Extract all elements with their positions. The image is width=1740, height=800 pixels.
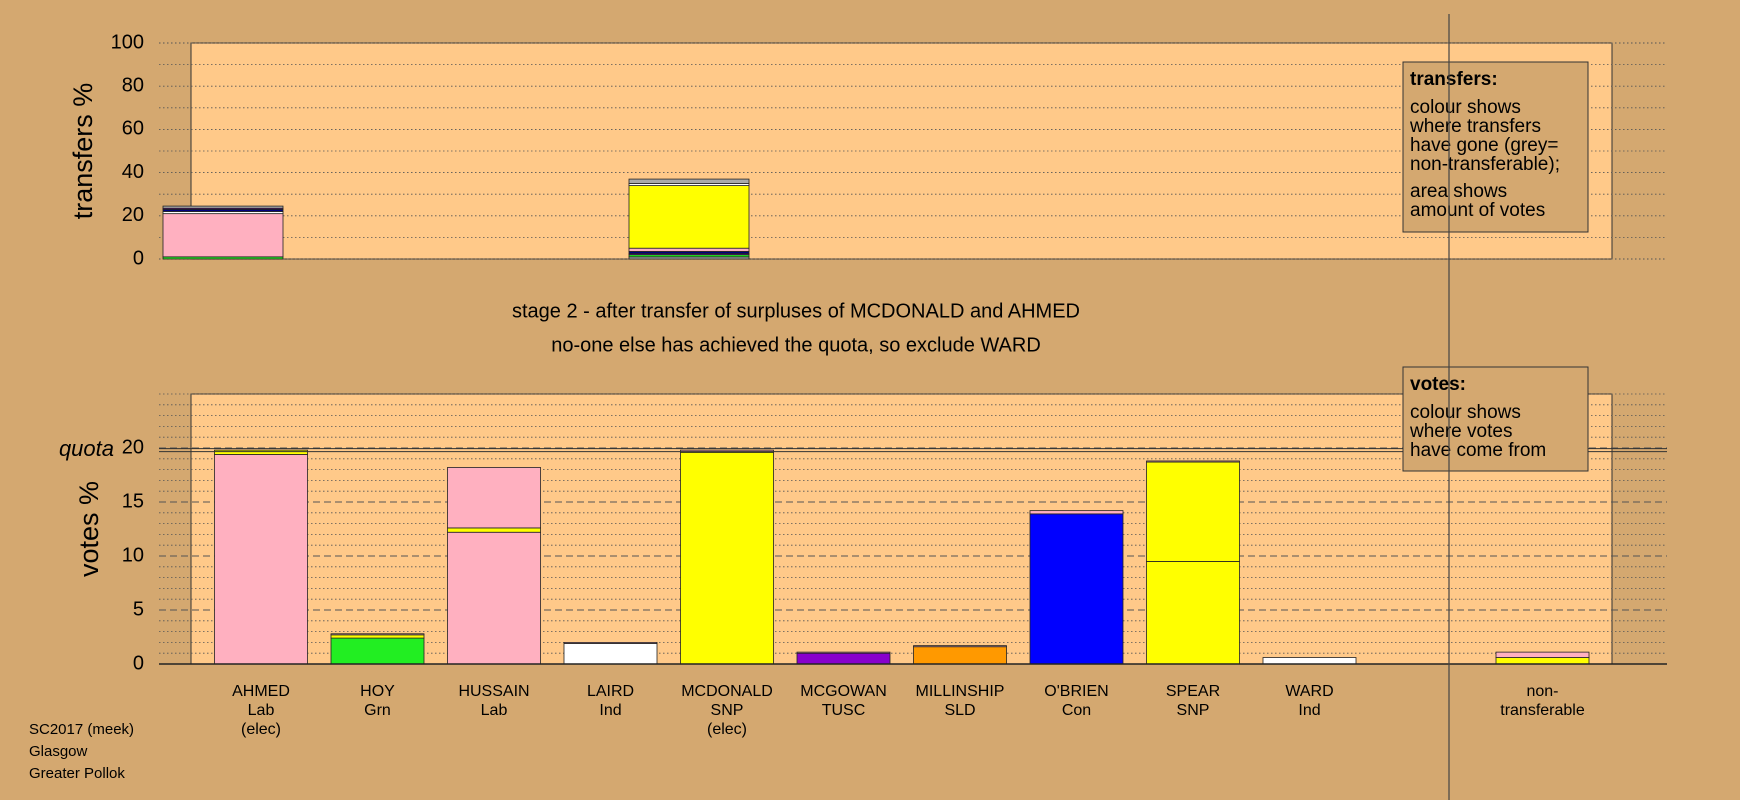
x-tick-label: SNP — [1177, 702, 1210, 719]
x-tick-label: Lab — [248, 702, 275, 719]
legend-text: where votes — [1409, 421, 1512, 442]
x-tick-label: HUSSAIN — [458, 683, 529, 700]
x-tick-label: MCDONALD — [681, 683, 773, 700]
legend-text: where transfers — [1409, 116, 1541, 137]
y-tick-label: 80 — [122, 74, 144, 96]
legend-text: amount of votes — [1410, 200, 1545, 221]
legend-title: votes: — [1410, 374, 1466, 395]
bar-segment — [1146, 561, 1240, 665]
bottom-plot-area — [190, 393, 1613, 665]
footer-text: Greater Pollok — [29, 765, 125, 782]
annotation: stage 2 - after transfer of surpluses of… — [512, 300, 1080, 322]
annotation: no-one else has achieved the quota, so e… — [551, 334, 1041, 356]
legend-text: colour shows — [1410, 97, 1521, 118]
bar-segment — [1146, 460, 1240, 463]
y-tick-label: 0 — [133, 652, 144, 674]
x-tick-label: O'BRIEN — [1044, 683, 1108, 700]
x-tick-label: LAIRD — [587, 683, 634, 700]
x-tick-label: Grn — [364, 702, 391, 719]
legend-box — [1402, 61, 1589, 233]
legend-box — [1402, 366, 1589, 472]
x-tick-label: SNP — [711, 702, 744, 719]
bar-segment — [796, 651, 891, 654]
bar-segment — [1146, 461, 1240, 562]
bar-segment — [214, 449, 308, 455]
legend-text: non-transferable); — [1410, 154, 1560, 175]
x-tick-label: TUSC — [822, 702, 866, 719]
x-tick-label: MILLINSHIP — [916, 683, 1005, 700]
y-tick-label: 5 — [133, 598, 144, 620]
bar-segment — [330, 633, 425, 636]
x-tick-label: HOY — [360, 683, 395, 700]
y-tick-label: 20 — [122, 204, 144, 226]
bar-segment — [1495, 651, 1590, 658]
x-tick-label: SPEAR — [1166, 683, 1220, 700]
bar-segment — [628, 247, 750, 252]
bar-segment — [214, 454, 308, 665]
x-tick-label: (elec) — [707, 721, 747, 738]
x-tick-label: WARD — [1285, 683, 1333, 700]
x-tick-label: SLD — [944, 702, 975, 719]
y-tick-label: 0 — [133, 247, 144, 269]
y-tick-label: 20 — [122, 436, 144, 458]
bar-segment — [447, 531, 541, 665]
x-tick-label: non- — [1526, 683, 1558, 700]
bar-segment — [563, 643, 658, 665]
quota-label: quota — [59, 436, 114, 461]
bar-segment — [913, 646, 1007, 665]
legend-text: have gone (grey= — [1410, 135, 1558, 156]
bar-segment — [680, 451, 774, 665]
y-tick-label: 15 — [122, 490, 144, 512]
footer-text: SC2017 (meek) — [29, 721, 134, 738]
y-tick-label: 100 — [111, 31, 144, 53]
y-axis-label: transfers % — [68, 83, 98, 220]
x-tick-label: (elec) — [241, 721, 281, 738]
x-tick-label: Ind — [1298, 702, 1320, 719]
x-tick-label: MCGOWAN — [800, 683, 887, 700]
bar-segment — [796, 652, 891, 665]
y-tick-label: 10 — [122, 544, 144, 566]
x-tick-label: Con — [1062, 702, 1091, 719]
bar-segment — [447, 527, 541, 533]
bar-segment — [1029, 513, 1124, 665]
x-tick-label: Ind — [599, 702, 621, 719]
footer-text: Glasgow — [29, 743, 88, 760]
bar-segment — [1029, 510, 1124, 515]
bar-segment — [1495, 657, 1590, 665]
bar-segment — [162, 205, 284, 209]
bar-segment — [330, 634, 425, 639]
legend-title: transfers: — [1410, 69, 1498, 90]
x-tick-label: Lab — [481, 702, 508, 719]
y-tick-label: 40 — [122, 161, 144, 183]
x-tick-label: transferable — [1500, 702, 1585, 719]
legend-text: colour shows — [1410, 402, 1521, 423]
bar-segment — [330, 637, 425, 665]
bar-segment — [628, 178, 750, 184]
legend-text: have come from — [1410, 440, 1546, 461]
x-tick-label: AHMED — [232, 683, 290, 700]
y-axis-label: votes % — [74, 481, 104, 577]
bar-segment — [913, 645, 1007, 648]
y-tick-label: 60 — [122, 118, 144, 140]
legend-text: area shows — [1410, 181, 1507, 202]
bar-segment — [1262, 657, 1357, 665]
bar-segment — [447, 467, 541, 529]
bar-segment — [563, 642, 658, 644]
bar-segment — [162, 213, 284, 258]
bar-segment — [628, 185, 750, 249]
